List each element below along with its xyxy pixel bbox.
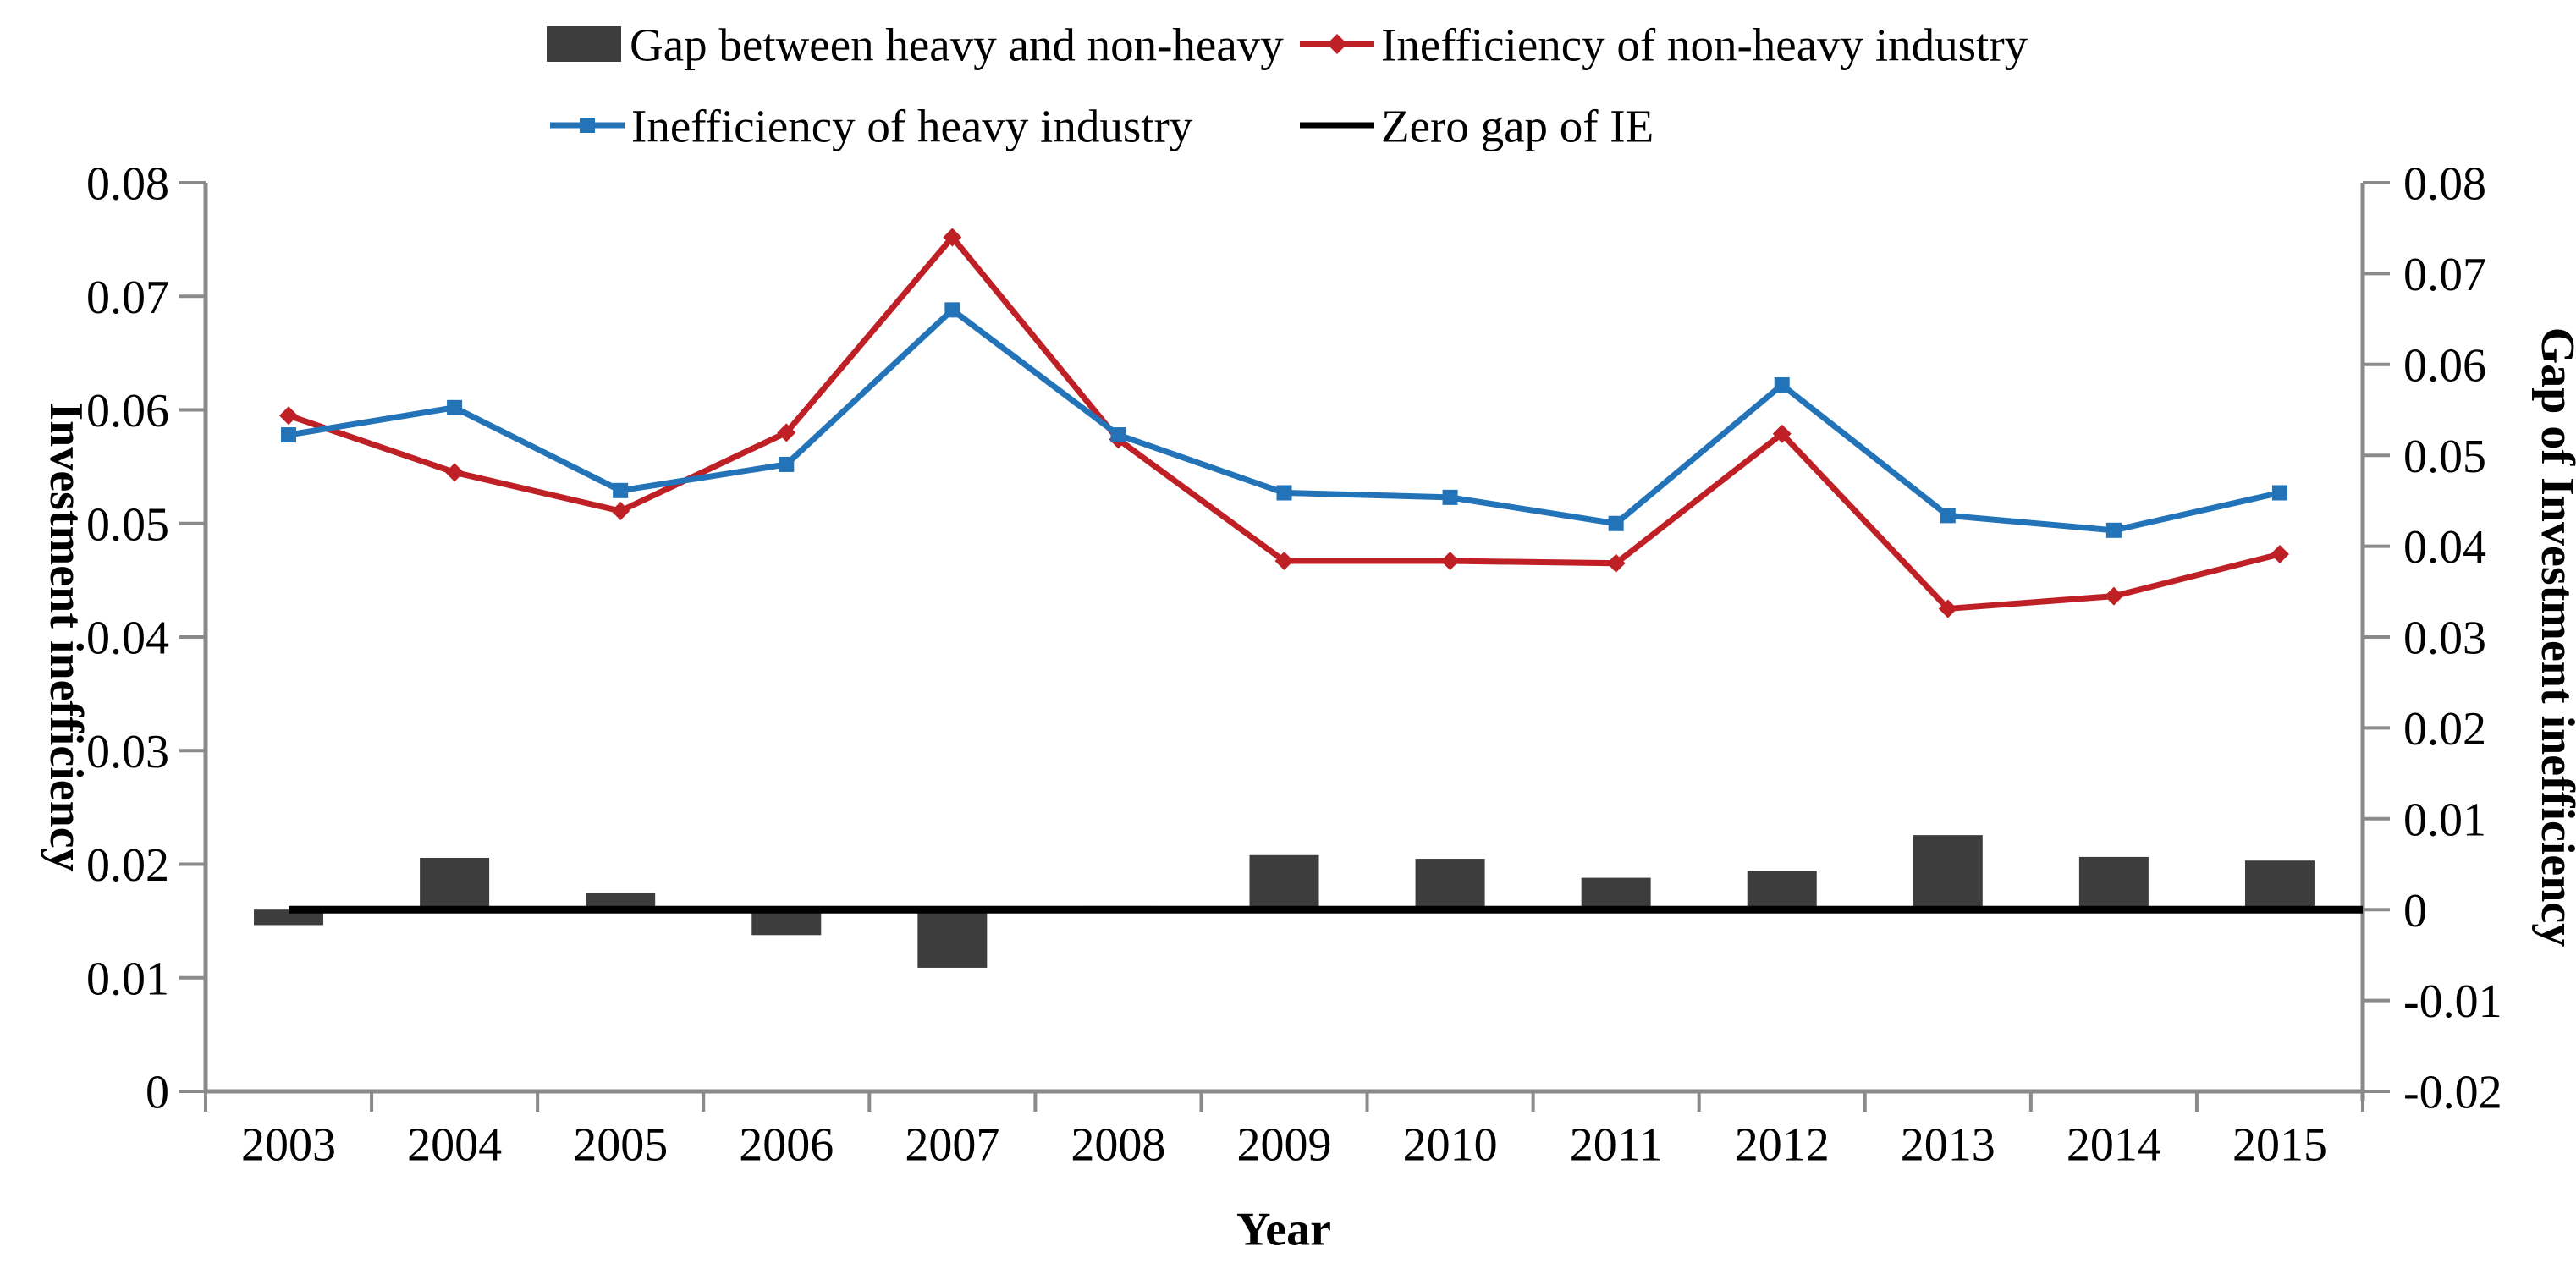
legend-label-gap: Gap between heavy and non-heavy — [630, 19, 1284, 70]
x-axis-year-label: 2014 — [2067, 1119, 2161, 1172]
heavy-square-marker-icon — [944, 302, 960, 318]
x-axis-year-label: 2006 — [739, 1119, 834, 1172]
left-axis-tick-label: 0.04 — [86, 613, 169, 665]
x-axis-year-label: 2005 — [573, 1119, 668, 1172]
gap-bar — [751, 909, 822, 936]
left-axis-tick-label: 0.07 — [86, 272, 169, 324]
nonheavy-diamond-marker-icon — [1274, 552, 1294, 571]
x-axis-year-label: 2012 — [1735, 1119, 1830, 1172]
x-axis-year-label: 2004 — [407, 1119, 502, 1172]
gap-bar — [2078, 856, 2149, 910]
plot-area: 0.08 0.07 0.06 0.05 0.04 0.03 0.02 0.01 0 0.08 0.0… — [86, 158, 2502, 1172]
right-axis-tick-label: 0.02 — [2403, 703, 2486, 755]
heavy-square-marker-icon — [613, 482, 629, 498]
nonheavy-diamond-marker-icon — [445, 463, 465, 482]
heavy-square-marker-icon — [2105, 522, 2122, 538]
heavy-square-marker-icon — [1110, 427, 1126, 443]
nonheavy-diamond-marker-icon — [1606, 553, 1626, 573]
legend-label-heavy: Inefficiency of heavy industry — [631, 100, 1193, 151]
right-axis-tick-label: 0.06 — [2403, 339, 2486, 392]
gap-bar — [254, 909, 324, 926]
x-axis-year-label: 2011 — [1570, 1119, 1663, 1172]
legend-square-marker-icon — [580, 118, 595, 133]
right-axis-tick-label: 0.08 — [2403, 158, 2486, 211]
nonheavy-diamond-marker-icon — [1938, 599, 1957, 618]
heavy-square-marker-icon — [1940, 508, 1956, 524]
gap-bar — [917, 909, 988, 968]
nonheavy-diamond-marker-icon — [943, 228, 962, 247]
right-axis-title: Gap of Investment inefficiency — [2531, 327, 2576, 948]
nonheavy-diamond-marker-icon — [777, 423, 796, 442]
x-axis-year-label: 2003 — [241, 1119, 336, 1172]
legend-diamond-marker-icon — [1327, 34, 1347, 54]
right-axis-tick-label: 0.07 — [2403, 249, 2486, 301]
gap-bar — [2244, 860, 2315, 910]
left-axis-tick-label: 0.05 — [86, 498, 169, 551]
legend: Gap between heavy and non-heavy Ineffici… — [547, 19, 2028, 151]
right-axis-tick-label: 0.01 — [2403, 794, 2486, 846]
nonheavy-diamond-marker-icon — [2104, 586, 2123, 606]
right-axis-tick-label: 0 — [2403, 885, 2427, 937]
legend-label-nonheavy: Inefficiency of non-heavy industry — [1381, 19, 2028, 70]
nonheavy-diamond-marker-icon — [611, 501, 630, 520]
heavy-square-marker-icon — [1608, 515, 1624, 531]
nonheavy-diamond-marker-icon — [1772, 424, 1792, 443]
left-axis-tick-label: 0.06 — [86, 385, 169, 437]
x-axis-year-label: 2010 — [1403, 1119, 1498, 1172]
gap-bar — [1415, 859, 1485, 910]
legend-label-zerogap: Zero gap of IE — [1381, 100, 1654, 151]
right-axis-tick-label: 0.05 — [2403, 431, 2486, 483]
x-axis-year-label: 2007 — [905, 1119, 999, 1172]
nonheavy-diamond-marker-icon — [2270, 544, 2289, 563]
left-axis-tick-label: 0.03 — [86, 726, 169, 778]
x-axis-year-label: 2015 — [2232, 1119, 2327, 1172]
x-axis-year-label: 2008 — [1071, 1119, 1165, 1172]
gap-bar — [1249, 854, 1319, 910]
legend-bar-swatch — [547, 26, 621, 62]
x-axis-year-label: 2009 — [1237, 1119, 1332, 1172]
gap-bar — [1581, 877, 1651, 910]
left-axis-tick-label: 0.08 — [86, 158, 169, 211]
heavy-square-marker-icon — [281, 427, 297, 443]
gap-bar — [1747, 871, 1817, 910]
left-axis-title: Investment inefficiency — [40, 402, 92, 871]
x-axis-title: Year — [1236, 1204, 1331, 1256]
gap-bar — [586, 893, 656, 910]
left-axis-tick-label: 0.01 — [86, 953, 169, 1005]
heavy-square-marker-icon — [1774, 376, 1790, 393]
heavy-square-marker-icon — [779, 456, 795, 472]
left-axis-tick-label: 0 — [146, 1067, 169, 1119]
nonheavy-diamond-marker-icon — [1440, 552, 1460, 571]
left-axis-tick-label: 0.02 — [86, 839, 169, 892]
right-axis-tick-label: 0.03 — [2403, 613, 2486, 665]
nonheavy-diamond-marker-icon — [279, 406, 299, 426]
x-axis-year-label: 2013 — [1901, 1119, 1995, 1172]
gap-bar — [1913, 835, 1983, 910]
right-axis-tick-label: 0.04 — [2403, 521, 2486, 574]
heavy-square-marker-icon — [2271, 485, 2287, 501]
heavy-square-marker-icon — [447, 399, 463, 415]
heavy-square-marker-icon — [1276, 485, 1292, 501]
gap-bar — [420, 857, 490, 910]
heavy-square-marker-icon — [1442, 489, 1458, 505]
right-axis-tick-label: -0.02 — [2403, 1067, 2502, 1119]
right-axis-tick-label: -0.01 — [2403, 975, 2502, 1028]
